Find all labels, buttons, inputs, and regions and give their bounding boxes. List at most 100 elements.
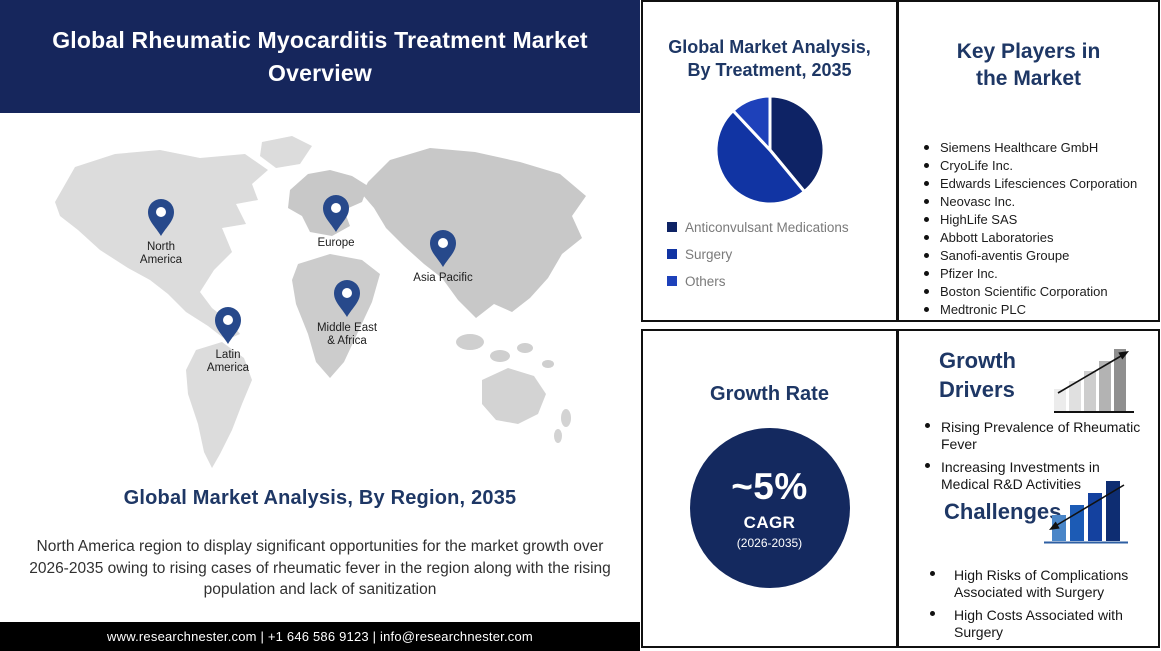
legend-label: Others [685, 273, 726, 289]
list-item-text: Rising Prevalence of Rheumatic Fever [941, 419, 1141, 453]
pin-marker-icon [215, 307, 241, 344]
continent-north-america [55, 150, 268, 340]
island-sulawesi [517, 343, 533, 353]
list-item: Edwards Lifesciences Corporation [924, 175, 1152, 191]
map-pin-middle-east-africa: Middle East& Africa [317, 280, 378, 347]
continent-greenland [260, 136, 312, 168]
list-item-text: Siemens Healthcare GmbH [940, 139, 1099, 155]
list-item-text: Neovasc Inc. [940, 193, 1016, 209]
island-new-guinea [490, 350, 510, 362]
region-analysis-description: North America region to display signific… [29, 538, 611, 599]
list-item: High Risks of Complications Associated w… [930, 567, 1152, 601]
pie-chart [714, 94, 825, 206]
map-region-label: North [147, 241, 175, 253]
legend-swatch [667, 276, 677, 287]
continent-asia [362, 148, 586, 318]
growth-drivers-list: Rising Prevalence of Rheumatic Fever Incr… [925, 419, 1150, 499]
card-growth-rate: Growth Rate ~5% CAGR (2026-2035) [641, 329, 898, 648]
list-item: Abbott Laboratories [924, 229, 1152, 245]
bullet-dot [924, 144, 929, 150]
bullet-dot [925, 463, 930, 469]
map-region-label: Middle East [317, 322, 378, 334]
bullet-dot [924, 162, 929, 168]
footer-bar: www.researchnester.com | +1 646 586 9123… [0, 622, 640, 651]
list-item: HighLife SAS [924, 211, 1152, 227]
list-item: Pfizer Inc. [924, 266, 1152, 281]
legend-swatch [667, 222, 677, 233]
pie-slice-1 [714, 108, 806, 206]
bullet-dot [930, 571, 935, 576]
pin-hole [156, 207, 166, 217]
list-item-text: HighLife SAS [940, 211, 1018, 227]
rising-bar-chart-icon [1054, 349, 1134, 413]
continent-africa [292, 254, 380, 378]
island-new-zealand-north [561, 409, 571, 427]
list-item: Neovasc Inc. [924, 193, 1152, 209]
growth-rate-heading: Growth Rate [710, 383, 829, 405]
list-item: Sanofi-aventis Groupe [924, 247, 1152, 263]
map-region-label: & Africa [327, 335, 367, 347]
bullet-dot [924, 180, 929, 186]
list-item-text: High Risks of Complications Associated w… [954, 567, 1129, 601]
title-banner: Global Rheumatic Myocarditis Treatment M… [0, 0, 640, 113]
map-pin-europe: Europe [317, 195, 355, 249]
cagr-circle: ~5% CAGR (2026-2035) [689, 428, 850, 588]
pin-marker-icon [323, 195, 349, 232]
legend-item: Surgery [667, 247, 896, 262]
bullet-dot [924, 270, 929, 276]
list-item: Rising Prevalence of Rheumatic Fever [925, 419, 1150, 453]
pin-marker-icon [334, 280, 360, 317]
map-region-label: Europe [317, 237, 354, 249]
page-title: Global Rheumatic Myocarditis Treatment M… [52, 27, 588, 86]
cagr-value: ~5% [731, 466, 808, 507]
card-treatment-analysis: Global Market Analysis, By Treatment, 20… [641, 0, 898, 322]
challenges-list: High Risks of Complications Associated w… [930, 567, 1152, 647]
list-item: CryoLife Inc. [924, 158, 1152, 173]
legend-label: Anticonvulsant Medications [685, 219, 849, 235]
legend-label: Surgery [685, 246, 733, 262]
pin-marker-icon [148, 199, 174, 236]
continents [55, 136, 586, 468]
list-item-text: Abbott Laboratories [940, 229, 1054, 245]
map-region-label: Asia Pacific [413, 272, 473, 284]
list-item-text: Sanofi-aventis Groupe [940, 247, 1070, 263]
list-item-text: Edwards Lifesciences Corporation [940, 175, 1138, 191]
card-key-players: Key Players in the Market Siemens Health… [897, 0, 1160, 322]
legend-swatch [667, 249, 677, 260]
list-item-text: Boston Scientific Corporation [940, 283, 1108, 299]
list-item: Siemens Healthcare GmbH [924, 139, 1152, 155]
map-region-label: Latin [216, 349, 241, 361]
bullet-dot [924, 288, 929, 294]
declining-arrow-bar-chart-icon [1044, 481, 1128, 544]
pin-hole [223, 315, 233, 325]
pin-hole [438, 238, 448, 248]
key-players-heading: Key Players in the Market [956, 40, 1101, 91]
map-region-label: America [207, 362, 250, 374]
island-pacific [542, 360, 554, 368]
bullet-dot [930, 611, 935, 617]
legend-item: Anticonvulsant Medications [667, 220, 896, 235]
continent-south-america [186, 342, 252, 468]
map-region-label: America [140, 254, 183, 266]
bullet-dot [924, 198, 929, 204]
pie-chart-wrap [643, 92, 896, 208]
pin-hole [331, 203, 341, 213]
legend-item: Others [667, 274, 896, 289]
bullet-dot [924, 252, 929, 258]
pie-legend: Anticonvulsant Medications Surgery Others [667, 220, 896, 289]
key-players-list: Siemens Healthcare GmbH CryoLife Inc. Edwa… [924, 139, 1152, 317]
card-drivers-challenges: Growth Drivers Rising Prevalence of Rheu… [897, 329, 1160, 648]
cagr-label: CAGR [743, 513, 796, 532]
list-item: Medtronic PLC [924, 302, 1152, 317]
bullet-dot [924, 216, 929, 222]
footer-contact-text: www.researchnester.com | +1 646 586 9123… [107, 629, 533, 644]
bullet-dot [925, 423, 930, 428]
list-item-text: Increasing Investments in Medical R&D Ac… [941, 459, 1100, 493]
pie-slice-0 [768, 94, 825, 193]
treatment-analysis-heading: Global Market Analysis, By Treatment, 20… [668, 37, 871, 81]
